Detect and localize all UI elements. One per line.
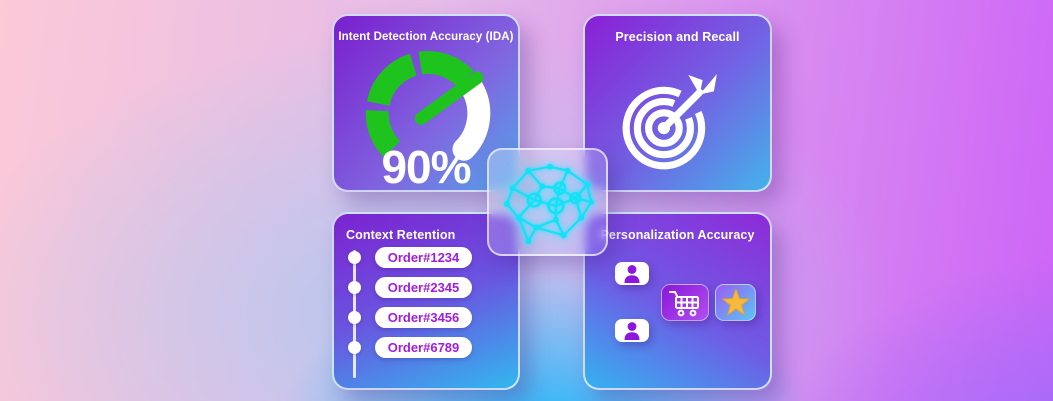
timeline-dot xyxy=(348,310,361,324)
timeline-dot xyxy=(348,250,361,264)
gauge-value: 90% xyxy=(381,141,471,193)
timeline-dot xyxy=(348,340,361,354)
card-intent-detection-accuracy: Intent Detection Accuracy (IDA) 90% xyxy=(332,14,520,192)
star-tile xyxy=(715,284,756,321)
order-row: Order#1234 xyxy=(334,242,518,272)
order-pill: Order#2345 xyxy=(375,276,472,298)
order-row: Order#6789 xyxy=(334,332,518,362)
card-title-personalization: Personalization Accuracy xyxy=(600,228,755,242)
order-pill: Order#6789 xyxy=(375,336,472,358)
card-context-retention: Context Retention Order#1234 Order#2345 … xyxy=(332,212,520,390)
brain-network-icon xyxy=(503,163,595,245)
cart-icon xyxy=(669,290,699,316)
user-tile xyxy=(615,262,649,285)
timeline-dot xyxy=(348,280,361,294)
user-tile xyxy=(615,319,649,342)
gauge-icon xyxy=(365,51,491,161)
order-pill: Order#1234 xyxy=(375,246,472,268)
order-row: Order#3456 xyxy=(334,302,518,332)
card-precision-recall: Precision and Recall xyxy=(583,14,772,192)
target-icon xyxy=(622,74,717,170)
card-title-context-retention: Context Retention xyxy=(346,228,456,242)
card-title-precision-recall: Precision and Recall xyxy=(615,30,740,44)
star-icon xyxy=(721,288,750,316)
card-personalization-accuracy: Personalization Accuracy xyxy=(583,212,772,390)
cart-tile xyxy=(661,284,709,321)
order-timeline: Order#1234 Order#2345 Order#3456 Order#6… xyxy=(334,242,518,378)
order-row: Order#2345 xyxy=(334,272,518,302)
user-icon xyxy=(624,265,640,283)
order-pill: Order#3456 xyxy=(375,306,472,328)
user-icon xyxy=(624,322,640,340)
brain-glass-card xyxy=(487,148,608,256)
card-title-intent-detection: Intent Detection Accuracy (IDA) xyxy=(338,31,514,43)
